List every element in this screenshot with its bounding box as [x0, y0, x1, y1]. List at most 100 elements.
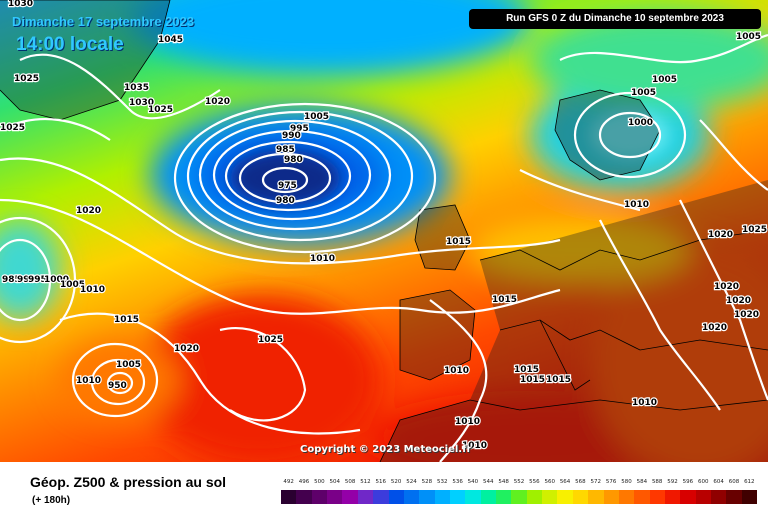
- scale-swatch: [327, 490, 343, 504]
- scale-label: 600: [698, 479, 709, 485]
- scale-label: 540: [467, 479, 479, 485]
- isobar-label: 1025: [14, 74, 39, 84]
- scale-label: 508: [344, 479, 356, 485]
- scale-swatch: [572, 490, 589, 504]
- isobar-label: 1030: [129, 98, 154, 108]
- scale-swatch: [634, 490, 650, 504]
- isobar-label: 1025: [258, 335, 283, 345]
- legend-panel: Géop. Z500 & pression au sol (+ 180h) 49…: [0, 462, 768, 512]
- scale-swatch: [511, 490, 527, 504]
- isobar-label: 995: [28, 275, 47, 285]
- scale-label: 500: [314, 479, 325, 485]
- scale-swatch: [618, 490, 635, 504]
- scale-label: 564: [559, 479, 571, 485]
- isobar-label: 1020: [205, 97, 230, 107]
- map-canvas: 1030 1045 1025 1035 1030 1025 1020 1025 …: [0, 0, 768, 462]
- isobar-label: 1020: [726, 296, 751, 306]
- scale-label: 580: [621, 479, 632, 485]
- scale-swatch: [649, 490, 665, 504]
- scale-swatch: [496, 490, 512, 504]
- scale-swatch: [465, 490, 481, 504]
- scale-swatch: [449, 490, 466, 504]
- scale-swatch: [388, 490, 404, 504]
- scale-label: 612: [744, 479, 755, 485]
- scale-label: 588: [651, 479, 663, 485]
- isobar-label: 950: [108, 381, 127, 391]
- isobar-label: 1020: [702, 323, 727, 333]
- isobar-label: 1045: [158, 35, 183, 45]
- scale-label: 560: [544, 479, 555, 485]
- scale-swatch: [695, 490, 712, 504]
- scale-swatch: [480, 490, 497, 504]
- scale-label: 596: [682, 479, 694, 485]
- isobar-label: 1020: [714, 282, 739, 292]
- isobar-label: 1000: [628, 118, 653, 128]
- isobar-label: 1025: [0, 123, 25, 133]
- isobar-label: 1010: [632, 398, 657, 408]
- isobar-label: 990: [17, 275, 36, 285]
- scale-swatch: [357, 490, 374, 504]
- scale-label: 492: [283, 479, 294, 485]
- isobar-label: 1020: [174, 344, 199, 354]
- scale-label: 548: [498, 479, 509, 485]
- isobar-label: 1015: [546, 375, 571, 385]
- scale-label: 520: [390, 479, 402, 485]
- scale-swatch: [557, 490, 573, 504]
- copyright-notice: Copyright © 2023 Meteociel.fr: [300, 444, 472, 455]
- isobar-label: 1000: [44, 275, 69, 285]
- isobar-label: 1015: [446, 237, 471, 247]
- isobar-label: 990: [282, 131, 301, 141]
- lead-time: (+ 180h): [32, 495, 71, 506]
- color-scale-labels: 492 496 500 504 508 512 516 520 524 528 532 536 540 5…: [281, 479, 757, 489]
- isobar-label: 1005: [304, 112, 329, 122]
- isobar-label: 1035: [124, 83, 149, 93]
- scale-label: 572: [590, 479, 602, 485]
- scale-label: 604: [713, 479, 724, 485]
- scale-label: 584: [636, 479, 648, 485]
- isobar-label: 980: [284, 155, 303, 165]
- scale-swatch: [373, 490, 389, 504]
- forecast-time: 14:00 locale: [16, 34, 124, 55]
- scale-swatch: [296, 490, 312, 504]
- isobar-label: 1015: [492, 295, 517, 305]
- isobar-label: 1005: [116, 360, 141, 370]
- isobar-label: 1015: [114, 315, 139, 325]
- isobar-label-layer: 1030 1045 1025 1035 1030 1025 1020 1025 …: [0, 0, 768, 452]
- scale-label: 496: [298, 479, 310, 485]
- isobar-label: 995: [290, 124, 309, 134]
- scale-swatch: [419, 490, 435, 504]
- isobar-label: 980: [276, 196, 295, 206]
- scale-swatch: [664, 490, 681, 504]
- isobar-label: 975: [278, 181, 297, 191]
- isobar-label: 1020: [734, 310, 759, 320]
- isobar-label: 1010: [80, 285, 105, 295]
- isobar-label: 1010: [462, 441, 487, 451]
- scale-label: 592: [667, 479, 678, 485]
- isobar-label: 1015: [514, 365, 539, 375]
- scale-swatch: [603, 490, 619, 504]
- isobar-label: 1005: [736, 32, 761, 42]
- scale-swatch: [588, 490, 604, 504]
- scale-label: 556: [529, 479, 540, 485]
- scale-swatch: [403, 490, 420, 504]
- scale-swatch: [311, 490, 328, 504]
- isobar-label: 1005: [60, 280, 85, 290]
- scale-swatch: [680, 490, 696, 504]
- geopotential-shading: [0, 0, 768, 462]
- scale-label: 568: [575, 479, 586, 485]
- isobars: [0, 33, 768, 462]
- weather-map: 1030 1045 1025 1035 1030 1025 1020 1025 …: [0, 0, 768, 462]
- scale-swatch: [434, 490, 450, 504]
- scale-label: 524: [406, 479, 417, 485]
- scale-label: 536: [452, 479, 463, 485]
- run-info: Run GFS 0 Z du Dimanche 10 septembre 202…: [469, 9, 761, 29]
- isobar-label: 1010: [310, 254, 335, 264]
- scale-swatch: [711, 490, 727, 504]
- scale-swatch: [526, 490, 543, 504]
- isobar-label: 1015: [520, 375, 545, 385]
- isobar-label: 1030: [8, 0, 33, 9]
- isobar-label: 1005: [652, 75, 677, 85]
- product-title: Géop. Z500 & pression au sol: [30, 474, 227, 490]
- scale-label: 528: [421, 479, 433, 485]
- scale-label: 576: [605, 479, 617, 485]
